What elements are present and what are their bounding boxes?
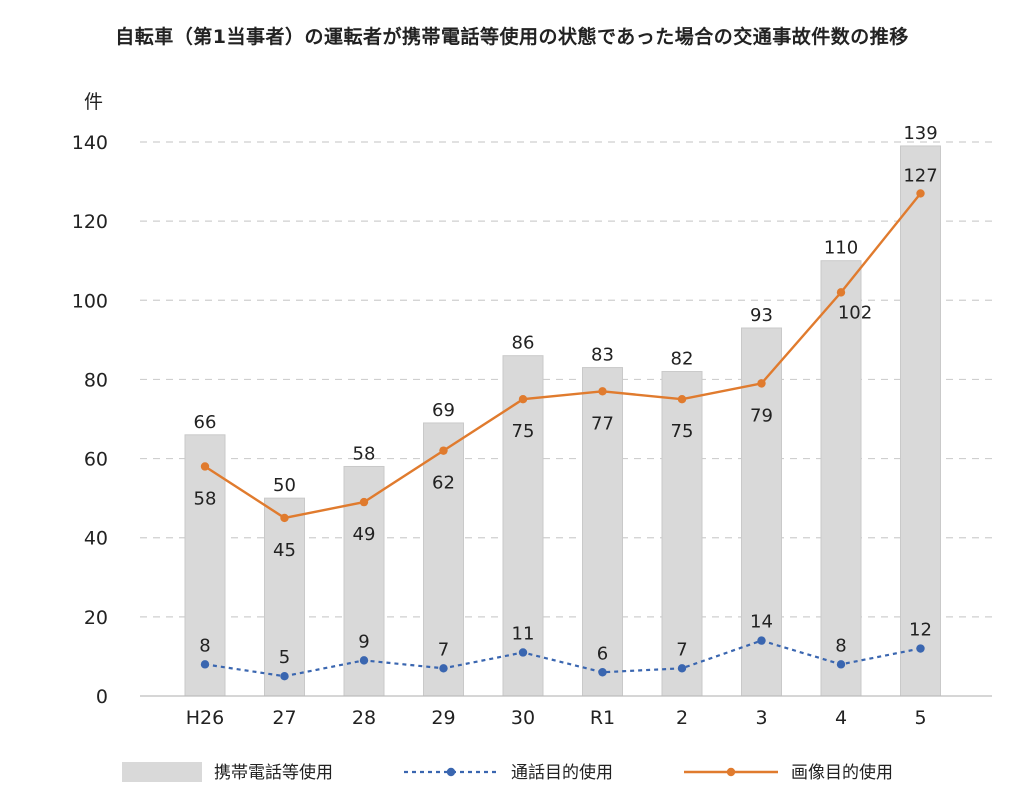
x-tick-label: 29 bbox=[431, 707, 455, 729]
bar-value-label: 50 bbox=[273, 475, 296, 496]
x-tick-label: H26 bbox=[186, 707, 224, 729]
call-series-point bbox=[280, 672, 289, 681]
bar-value-label: 69 bbox=[432, 400, 455, 421]
y-tick-label: 120 bbox=[72, 211, 108, 233]
image-series-point bbox=[916, 189, 925, 198]
call-value-label: 7 bbox=[438, 639, 449, 660]
y-tick-label: 140 bbox=[72, 132, 108, 154]
x-tick-label: 28 bbox=[352, 707, 376, 729]
image-series-point bbox=[677, 395, 687, 404]
legend-call-label: 通話目的使用 bbox=[511, 762, 613, 783]
y-tick-label: 40 bbox=[84, 528, 108, 550]
x-tick-label: 3 bbox=[755, 707, 767, 729]
bar-value-label: 110 bbox=[824, 238, 858, 259]
y-axis-ticks: 0 20 40 60 80 100 120 140 bbox=[72, 132, 108, 708]
image-series-point bbox=[200, 462, 210, 471]
bar-value-label: 86 bbox=[512, 333, 535, 354]
image-value-label: 62 bbox=[432, 473, 455, 494]
bar bbox=[582, 367, 623, 697]
image-value-label: 75 bbox=[671, 421, 694, 442]
call-value-label: 5 bbox=[279, 647, 290, 668]
bar bbox=[820, 260, 862, 697]
call-series-point bbox=[677, 664, 687, 673]
bar-value-label: 82 bbox=[671, 349, 694, 370]
legend: 携帯電話等使用 通話目的使用 画像目的使用 bbox=[122, 762, 893, 783]
line-series bbox=[200, 189, 925, 681]
legend-call-marker bbox=[446, 767, 456, 777]
image-series-point bbox=[836, 288, 846, 297]
call-series-point bbox=[200, 660, 210, 669]
legend-image-label: 画像目的使用 bbox=[791, 762, 893, 783]
bar bbox=[661, 371, 703, 697]
y-tick-label: 60 bbox=[84, 449, 108, 471]
call-value-label: 12 bbox=[909, 620, 932, 641]
call-value-label: 14 bbox=[750, 612, 773, 633]
image-series-line bbox=[204, 192, 922, 520]
bar-value-label: 58 bbox=[353, 443, 376, 464]
y-tick-label: 0 bbox=[96, 686, 108, 708]
bar-series bbox=[184, 145, 941, 697]
call-series-point bbox=[836, 660, 846, 669]
call-series-point bbox=[359, 656, 369, 665]
bar bbox=[900, 145, 941, 697]
call-value-label: 6 bbox=[597, 643, 608, 664]
bar-value-label: 93 bbox=[750, 305, 773, 326]
image-value-label: 77 bbox=[591, 413, 614, 434]
image-value-label: 45 bbox=[273, 540, 296, 561]
legend-bar-label: 携帯電話等使用 bbox=[214, 762, 333, 783]
x-tick-label: 5 bbox=[914, 707, 926, 729]
call-series-point bbox=[598, 668, 607, 677]
x-tick-label: R1 bbox=[590, 707, 615, 729]
bar-value-label: 66 bbox=[194, 412, 217, 433]
call-series-point bbox=[757, 636, 766, 645]
bar bbox=[502, 355, 544, 697]
image-value-label: 58 bbox=[194, 488, 217, 509]
y-tick-label: 80 bbox=[84, 369, 108, 391]
x-tick-label: 2 bbox=[676, 707, 688, 729]
image-value-label: 102 bbox=[838, 302, 872, 323]
x-axis: H26 27 28 29 30 R1 2 3 4 5 bbox=[140, 695, 992, 729]
bar-value-label: 139 bbox=[903, 123, 937, 144]
y-tick-label: 20 bbox=[84, 607, 108, 629]
call-value-label: 8 bbox=[835, 635, 846, 656]
bar bbox=[264, 497, 305, 697]
image-value-label: 127 bbox=[903, 165, 937, 186]
bar bbox=[423, 422, 464, 697]
call-series-point bbox=[916, 644, 925, 653]
legend-image-marker bbox=[726, 767, 736, 777]
y-tick-label: 100 bbox=[72, 290, 108, 312]
bar bbox=[741, 327, 782, 697]
call-value-label: 9 bbox=[358, 631, 369, 652]
call-series-line bbox=[204, 639, 921, 678]
bar-value-label: 83 bbox=[591, 345, 614, 366]
call-series-point bbox=[439, 664, 448, 673]
legend-bar-swatch bbox=[122, 762, 202, 782]
call-value-label: 7 bbox=[676, 639, 687, 660]
image-value-label: 75 bbox=[512, 421, 535, 442]
image-series-point bbox=[280, 513, 289, 523]
chart-title: 自転車（第1当事者）の運転者が携帯電話等使用の状態であった場合の交通事故件数の推… bbox=[115, 26, 909, 48]
image-series-point bbox=[439, 446, 448, 455]
image-value-label: 79 bbox=[750, 405, 773, 426]
call-series-point bbox=[518, 648, 528, 657]
y-axis-label: 件 bbox=[84, 91, 103, 113]
x-tick-label: 30 bbox=[511, 707, 535, 729]
image-series-point bbox=[757, 379, 766, 388]
image-series-point bbox=[598, 387, 607, 396]
call-value-label: 8 bbox=[199, 635, 210, 656]
x-tick-label: 4 bbox=[835, 707, 847, 729]
image-value-label: 49 bbox=[353, 524, 376, 545]
call-value-label: 11 bbox=[512, 623, 535, 644]
image-series-point bbox=[518, 395, 528, 404]
x-tick-label: 27 bbox=[272, 707, 296, 729]
image-series-point bbox=[359, 497, 369, 507]
bar bbox=[184, 434, 226, 697]
